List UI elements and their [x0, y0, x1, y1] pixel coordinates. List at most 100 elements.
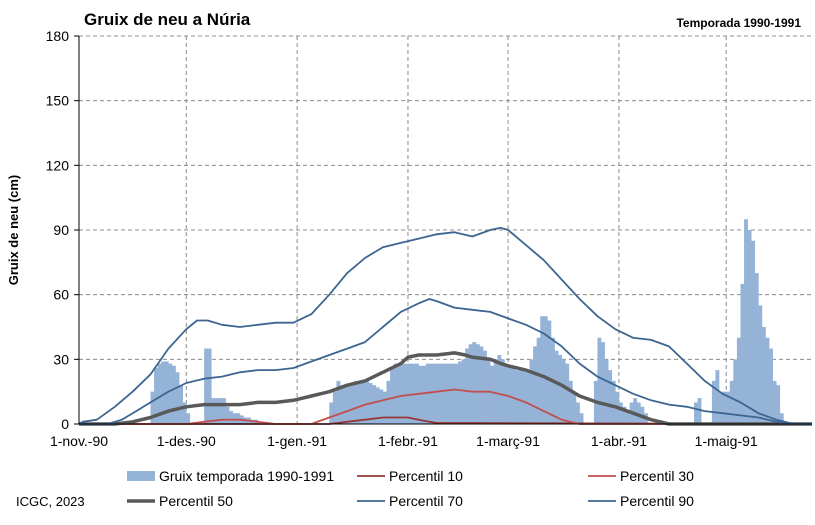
snow-depth-bar [529, 359, 534, 424]
snow-depth-bar [354, 380, 359, 424]
snow-depth-bar [736, 337, 741, 424]
y-tick-label: 0 [61, 416, 69, 432]
snow-depth-bar [447, 363, 452, 424]
percentile-lines [78, 226, 813, 426]
snow-depth-bar [168, 363, 173, 424]
snow-depth-bar [558, 355, 563, 424]
snow-depth-bar [547, 320, 552, 424]
snow-depth-bar [436, 363, 441, 424]
snow-depth-bar [350, 385, 355, 424]
snow-depth-bar [726, 391, 731, 424]
snow-depth-bar [776, 385, 781, 424]
snow-depth-bar [597, 337, 602, 424]
snow-depth-bar [382, 391, 387, 424]
snow-depth-bar [400, 363, 405, 424]
snow-depth-bar [554, 350, 559, 424]
y-tick-label: 180 [46, 28, 70, 44]
snow-depth-bar [744, 219, 748, 424]
snow-depth-bar [422, 365, 427, 424]
snow-depth-bar [386, 380, 391, 424]
snow-depth-bar [175, 372, 180, 424]
legend-swatch-gruix-temporada-1990-1991 [127, 471, 155, 481]
snow-depth-bar [461, 359, 466, 424]
x-tick-label: 1-maig-91 [695, 433, 758, 449]
snow-depth-bar [576, 402, 580, 424]
snow-depth-bar [407, 363, 412, 424]
snow-depth-bar [579, 413, 584, 424]
snow-depth-bar [765, 337, 770, 424]
snow-depth-bar [522, 370, 527, 424]
snow-depth-bar [204, 348, 209, 424]
snow-depth-bar [543, 316, 548, 424]
snow-depth-bar [207, 348, 212, 424]
y-tick-label: 30 [53, 351, 69, 367]
snow-depth-bar [536, 337, 541, 424]
snow-depth-bar [211, 398, 216, 424]
snow-depth-bar [425, 363, 430, 424]
snow-depth-bar [694, 402, 698, 424]
snow-depth-bar [347, 385, 352, 424]
legend: Gruix temporada 1990-1991 Percentil 10 Per… [127, 468, 694, 509]
snow-depth-bar [225, 406, 230, 424]
snow-depth-bar [336, 380, 341, 424]
snow-depth-bar [733, 359, 738, 424]
snow-depth-bar [229, 411, 234, 424]
legend-label-percentil-90: Percentil 90 [620, 493, 694, 509]
snow-depth-bar [329, 402, 334, 424]
snow-depth-bar [772, 380, 777, 424]
snow-depth-bar [465, 348, 470, 424]
snow-depth-bar [711, 380, 716, 424]
x-tick-label: 1-febr.-91 [378, 433, 438, 449]
snow-depth-bar [179, 385, 183, 424]
snow-depth-bar [565, 363, 570, 424]
snow-depth-bar [493, 359, 498, 424]
snow-depth-bar [697, 398, 702, 424]
snow-depth-bar [232, 413, 237, 424]
percentil-10-line [79, 416, 813, 425]
chart-subtitle: Temporada 1990-1991 [676, 16, 801, 30]
y-tick-label: 60 [53, 287, 69, 303]
snow-depth-bar [622, 406, 627, 424]
snow-depth-bar [769, 348, 773, 424]
snow-depth-bar [779, 413, 784, 424]
snow-depth-bar [393, 363, 398, 424]
snow-depth-bar [722, 391, 727, 424]
snow-depth-bars [150, 219, 784, 424]
snow-depth-bar [390, 367, 394, 424]
snow-depth-bar [222, 398, 226, 424]
snow-depth-bar [472, 342, 477, 424]
snow-depth-bar [604, 359, 609, 424]
x-tick-label: 1-abr.-91 [591, 433, 647, 449]
legend-label-percentil-50: Percentil 50 [159, 493, 233, 509]
snow-depth-bar [365, 380, 369, 424]
snow-depth-bar [236, 413, 241, 424]
chart-title: Gruix de neu a Núria [84, 10, 251, 29]
credit-text: ICGC, 2023 [16, 494, 85, 509]
snow-depth-bar [490, 365, 495, 424]
snow-depth-bar [450, 363, 455, 424]
snow-depth-bar [754, 273, 759, 424]
y-tick-label: 120 [46, 157, 70, 173]
snow-depth-bar [429, 363, 434, 424]
legend-label-percentil-30: Percentil 30 [620, 468, 694, 484]
snow-depth-bar [468, 344, 473, 424]
snow-depth-bar [379, 389, 384, 424]
percentil-50-line [79, 351, 812, 426]
axes [74, 35, 812, 425]
snow-depth-bar [511, 367, 516, 424]
snow-depth-bar [540, 316, 545, 424]
snow-depth-bar [161, 361, 166, 424]
snow-depth-bar [332, 391, 337, 424]
snow-depth-bar [500, 359, 505, 424]
x-tick-label: 1-març-91 [476, 433, 540, 449]
snow-depth-bar [454, 363, 459, 424]
snow-depth-bar [214, 398, 219, 424]
snow-depth-bar [533, 346, 537, 424]
snow-depth-bar [626, 411, 630, 424]
snow-depth-bar [443, 363, 448, 424]
snow-depth-bar [186, 413, 191, 424]
legend-label-percentil-10: Percentil 10 [389, 468, 463, 484]
snow-depth-bar [218, 398, 223, 424]
tick-labels: 0 30 60 90 120 150 180 1-nov.-90 1-des.-90 1-gen.… [46, 28, 758, 449]
snow-depth-bar [719, 391, 723, 424]
